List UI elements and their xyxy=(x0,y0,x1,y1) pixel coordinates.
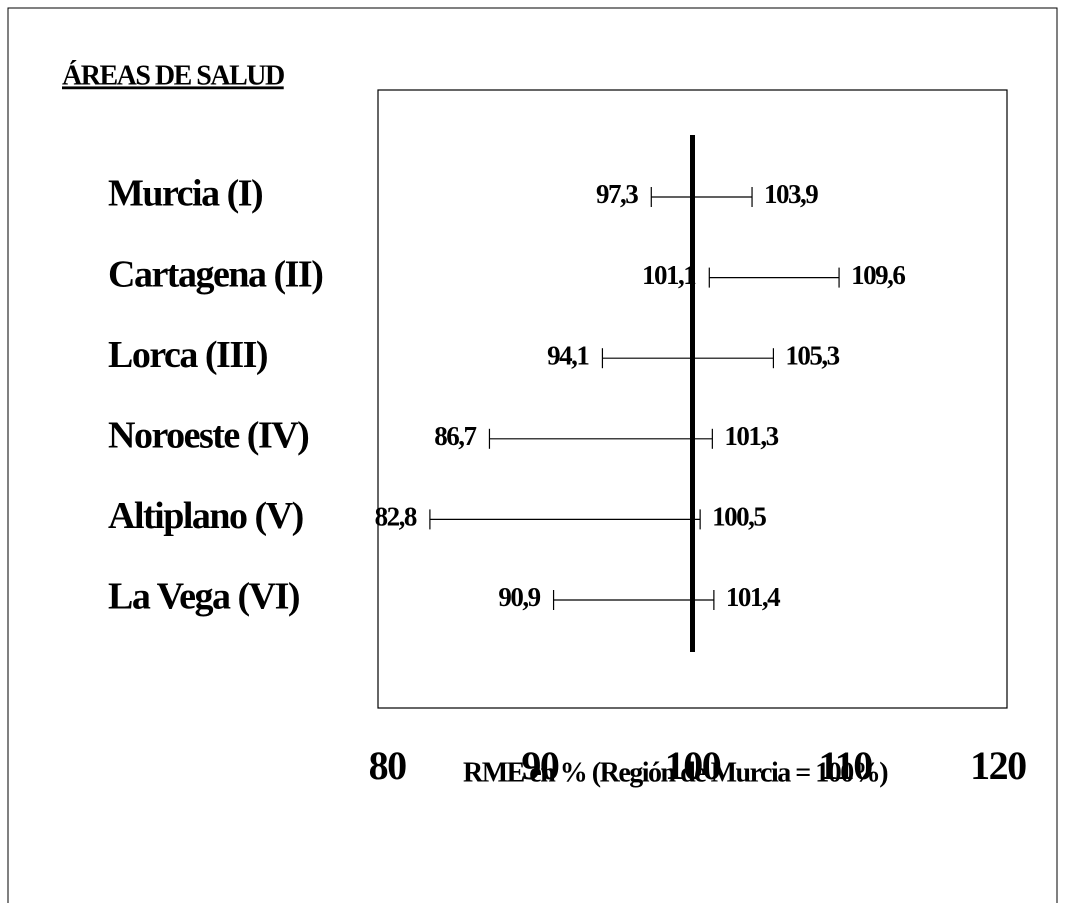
low-label: 90,9 xyxy=(498,582,540,612)
frame xyxy=(7,7,1058,903)
category-label: Altiplano (V) xyxy=(108,495,303,537)
category-label: Noroeste (IV) xyxy=(108,415,308,457)
category-label: Cartagena (II) xyxy=(108,253,322,295)
high-label: 103,9 xyxy=(764,179,818,209)
low-label: 94,1 xyxy=(547,340,589,370)
low-label: 101,1 xyxy=(642,260,696,290)
x-tick-label: 80 xyxy=(369,743,407,788)
x-tick-label: 110 xyxy=(819,743,873,788)
low-label: 97,3 xyxy=(596,179,638,209)
category-label: Lorca (III) xyxy=(108,334,267,376)
high-label: 100,5 xyxy=(712,502,766,532)
chart-title: ÁREAS DE SALUD xyxy=(62,60,284,91)
plot-area xyxy=(377,89,1008,709)
x-tick-label: 120 xyxy=(970,743,1026,788)
x-axis-label: RME en % (Región de Murcia = 100%) xyxy=(463,757,888,788)
x-tick-label: 100 xyxy=(665,743,721,788)
high-label: 109,6 xyxy=(851,260,905,290)
category-label: La Vega (VI) xyxy=(108,576,299,618)
high-label: 101,4 xyxy=(726,582,780,612)
high-label: 101,3 xyxy=(724,421,778,451)
category-label: Murcia (I) xyxy=(108,173,262,215)
low-label: 86,7 xyxy=(434,421,476,451)
x-tick-label: 90 xyxy=(521,743,559,788)
low-label: 82,8 xyxy=(375,502,417,532)
high-label: 105,3 xyxy=(785,340,839,370)
